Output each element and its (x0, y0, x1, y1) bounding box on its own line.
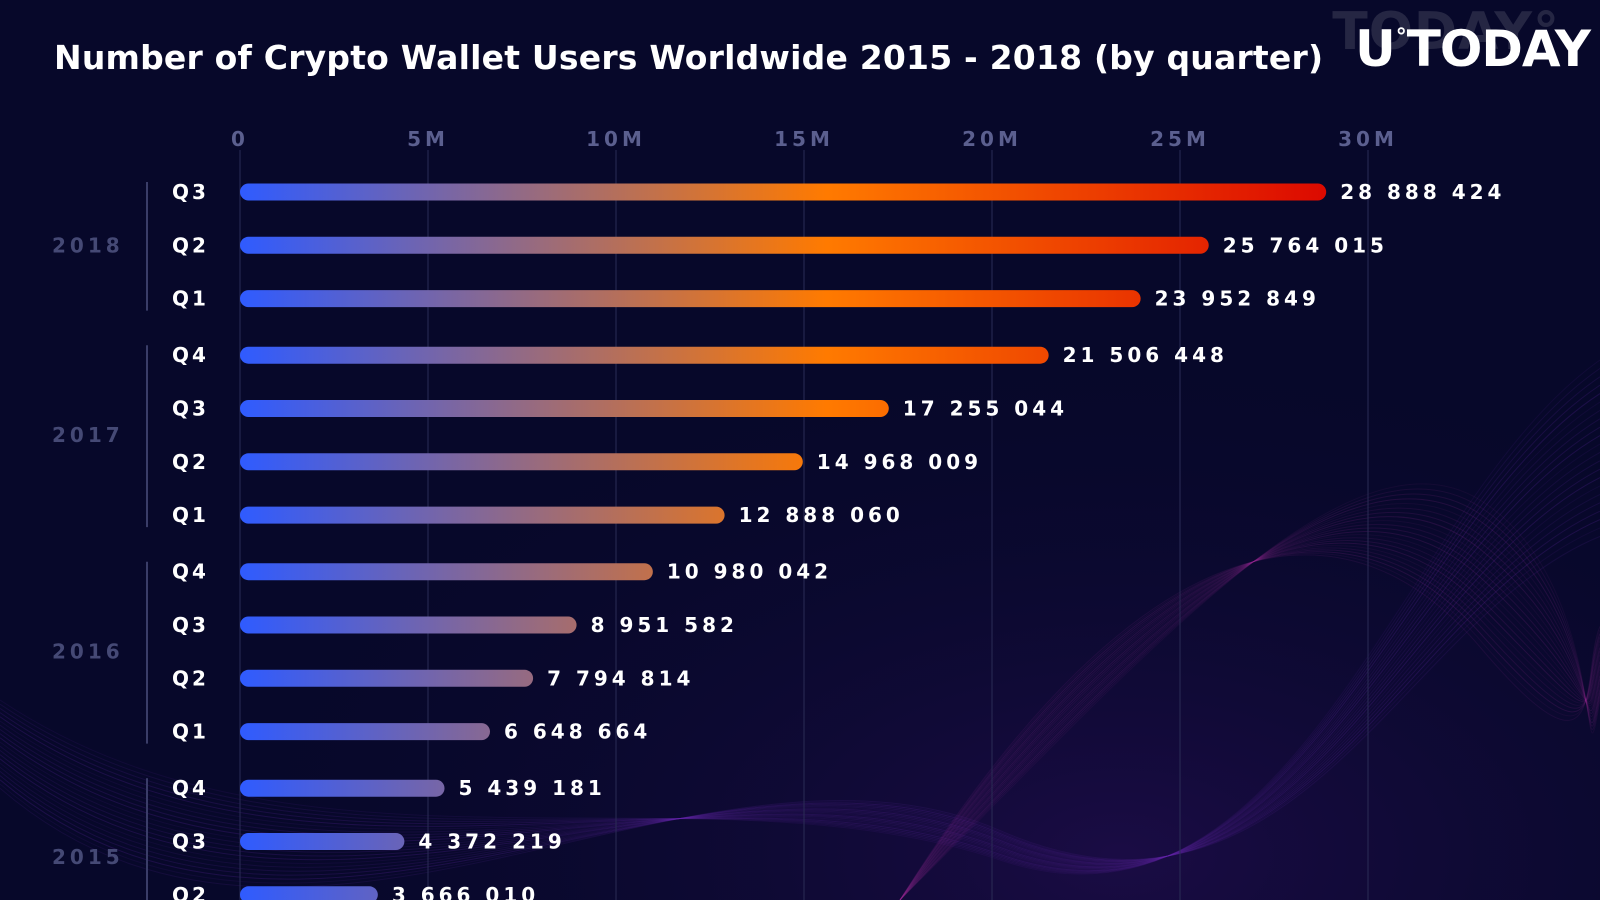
grid-lines (239, 150, 1369, 900)
bar-row: Q3 28 888 424 (172, 180, 1505, 204)
bar (240, 616, 577, 634)
bar (240, 183, 1327, 201)
value-label: 4 372 219 (418, 830, 565, 854)
brand-logo-ghost: TODAY° (1332, 2, 1560, 62)
bar (240, 290, 1141, 308)
quarter-label: Q3 (172, 830, 209, 854)
year-label: 2016 (52, 640, 124, 664)
bar-row: Q2 14 968 009 (172, 450, 982, 474)
quarter-label: Q2 (172, 233, 209, 257)
x-tick-label: 5M (407, 127, 449, 151)
x-tick-label: 25M (1150, 127, 1210, 151)
bar-row: Q3 8 951 582 (172, 613, 738, 637)
bar (240, 506, 725, 524)
year-group-2018: Q3 28 888 424 Q2 25 764 015 Q1 23 952 849 2018 (52, 180, 1505, 311)
quarter-label: Q3 (172, 180, 209, 204)
bar (240, 346, 1049, 364)
quarter-label: Q2 (172, 666, 209, 690)
bar (240, 886, 378, 900)
year-label: 2018 (52, 233, 124, 257)
year-label: 2015 (52, 845, 124, 869)
year-label: 2017 (52, 423, 124, 447)
bar (240, 236, 1209, 254)
bar-row: Q1 6 648 664 (172, 720, 651, 744)
quarter-label: Q3 (172, 613, 209, 637)
bar-row: Q3 17 255 044 (172, 397, 1068, 421)
value-label: 28 888 424 (1340, 180, 1505, 204)
value-label: 12 888 060 (739, 503, 904, 527)
value-label: 6 648 664 (504, 720, 651, 744)
x-tick-label: 20M (962, 127, 1022, 151)
x-axis: 0 5M 10M 15M 20M 25M 30M (231, 127, 1398, 151)
value-label: 21 506 448 (1063, 343, 1228, 367)
value-label: 17 255 044 (903, 397, 1068, 421)
bar-row: Q4 21 506 448 (172, 343, 1228, 367)
x-tick-label: 30M (1338, 127, 1398, 151)
value-label: 14 968 009 (817, 450, 982, 474)
quarter-label: Q2 (172, 450, 209, 474)
bar (240, 833, 405, 850)
wave-lines (0, 359, 1600, 900)
quarter-label: Q1 (172, 287, 209, 311)
quarter-label: Q4 (172, 776, 209, 800)
bar-row: Q2 3 666 010 (172, 883, 539, 900)
bar-row: Q2 7 794 814 (172, 666, 694, 690)
value-label: 7 794 814 (547, 666, 694, 690)
logo-degree: ° (1395, 25, 1407, 50)
quarter-label: Q1 (172, 720, 209, 744)
bar-row: Q4 10 980 042 (172, 560, 832, 584)
logo-letter-u: U (1355, 20, 1396, 78)
bar (240, 453, 803, 471)
quarter-label: Q4 (172, 560, 209, 584)
bar-row: Q1 12 888 060 (172, 503, 904, 527)
value-label: 23 952 849 (1155, 287, 1320, 311)
x-tick-label: 10M (586, 127, 646, 151)
bar-row: Q1 23 952 849 (172, 287, 1320, 311)
bar (240, 563, 653, 581)
value-label: 3 666 010 (392, 883, 539, 900)
quarter-label: Q3 (172, 397, 209, 421)
quarter-label: Q1 (172, 503, 209, 527)
value-label: 10 980 042 (667, 560, 832, 584)
value-label: 8 951 582 (591, 613, 738, 637)
value-label: 25 764 015 (1223, 233, 1388, 257)
year-group-2016: Q4 10 980 042 Q3 8 951 582 Q2 7 794 814 Q1 6 64… (52, 560, 832, 744)
year-group-2015: Q4 5 439 181 Q3 4 372 219 Q2 3 666 010 2015 (52, 776, 606, 900)
bar-row: Q4 5 439 181 (172, 776, 606, 800)
logo-word-today: TODAY (1406, 20, 1591, 78)
brand-logo: TODAY° U°TODAY (1310, 2, 1591, 84)
bar-row: Q3 4 372 219 (172, 830, 565, 854)
x-tick-label: 0 (231, 127, 249, 151)
x-tick-label: 15M (774, 127, 834, 151)
bar (240, 669, 534, 687)
bar (240, 400, 889, 417)
value-label: 5 439 181 (459, 776, 606, 800)
bar (240, 723, 490, 741)
brand-logo-text: U°TODAY (1355, 20, 1591, 78)
bar-row: Q2 25 764 015 (172, 233, 1388, 257)
bar (240, 779, 445, 797)
quarter-label: Q4 (172, 343, 209, 367)
chart-title: Number of Crypto Wallet Users Worldwide … (54, 38, 1324, 77)
quarter-label: Q2 (172, 883, 209, 900)
year-group-2017: Q4 21 506 448 Q3 17 255 044 Q2 14 968 009 Q1 12… (52, 343, 1228, 528)
